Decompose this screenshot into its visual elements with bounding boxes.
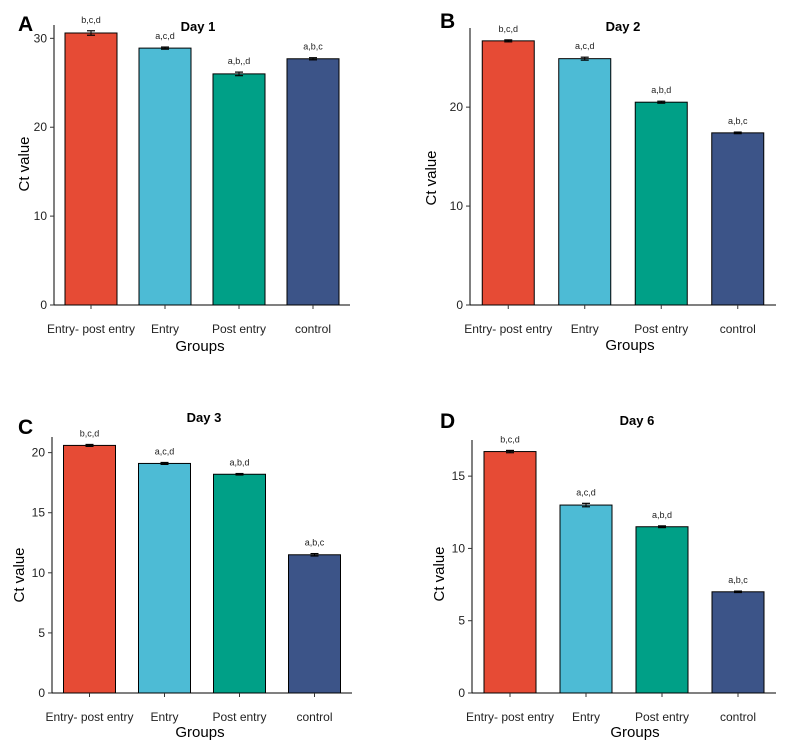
panel-a-y-tick-label: 0 <box>40 298 47 312</box>
panel-b-y-tick-label: 20 <box>450 100 464 114</box>
panel-c-y-tick-label: 5 <box>38 626 45 640</box>
panel-b-significance-label: a,c,d <box>575 41 595 51</box>
panel-b-x-tick-label: Post entry <box>634 322 688 336</box>
panel-b-bar-post-entry <box>634 101 688 306</box>
panel-b-x-tick-label: control <box>720 322 756 336</box>
panel-a-significance-label: b,c,d <box>81 15 101 25</box>
panel-a-bar-post-entry <box>212 73 266 306</box>
panel-d-bar-entry-post-entry <box>483 451 537 694</box>
panel-c-y-tick-label: 20 <box>32 446 46 460</box>
panel-d-bar-control <box>711 591 765 694</box>
panel-a-x-tick-label: Entry <box>151 322 179 336</box>
panel-b-significance-label: a,b,c <box>728 116 748 126</box>
panel-c-bar-control <box>288 554 341 694</box>
panel-b-significance-label: b,c,d <box>498 24 518 34</box>
panel-c-x-label: Groups <box>175 724 224 741</box>
panel-c-title: Day 3 <box>187 410 222 425</box>
panel-b-bar-control <box>711 132 765 306</box>
panel-c-bar-entry-post-entry <box>63 444 116 694</box>
panel-c-bar-post-entry <box>213 473 266 694</box>
panel-d-x-tick-label: Entry <box>572 710 600 724</box>
panel-a-significance-label: a,b,,d <box>228 56 251 66</box>
panel-c-x-tick-label: Entry- post entry <box>45 710 133 724</box>
panel-a-y-tick-label: 10 <box>34 209 48 223</box>
panel-a-bar-entry <box>138 47 192 306</box>
panel-d-bar-entry <box>559 504 613 694</box>
panel-b-significance-label: a,b,d <box>651 85 671 95</box>
panel-d-y-tick-label: 10 <box>452 541 466 555</box>
panel-c-letter: C <box>18 416 33 439</box>
panel-c-y-label: Ct value <box>11 547 28 602</box>
panel-d-y-tick-label: 5 <box>458 614 465 628</box>
panel-d-y-label: Ct value <box>431 546 448 601</box>
panel-d-significance-label: a,c,d <box>576 487 596 497</box>
panel-a-x-tick-label: control <box>295 322 331 336</box>
panel-c-significance-label: a,b,d <box>229 458 249 468</box>
panel-c-x-tick-label: Post entry <box>212 710 266 724</box>
panel-d-significance-label: a,b,d <box>652 510 672 520</box>
panel-c-y-tick-label: 10 <box>32 566 46 580</box>
panel-d-y-tick-label: 15 <box>452 469 466 483</box>
panel-c-y-tick-label: 15 <box>32 506 46 520</box>
panel-c-y-tick-label: 0 <box>38 686 45 700</box>
panel-b-y-tick-label: 10 <box>450 199 464 213</box>
panel-a-letter: A <box>18 13 33 36</box>
panel-d-bar-post-entry <box>635 526 689 694</box>
panel-d-letter: D <box>440 410 455 433</box>
panel-d-significance-label: a,b,c <box>728 575 748 585</box>
panel-a-bar-control <box>286 58 340 306</box>
panel-d-x-tick-label: Entry- post entry <box>466 710 554 724</box>
panel-a-x-tick-label: Post entry <box>212 322 266 336</box>
panel-d-y-tick-label: 0 <box>458 686 465 700</box>
panel-c-x-tick-label: Entry <box>150 710 178 724</box>
panel-a-x-label: Groups <box>175 338 224 355</box>
panel-b-title: Day 2 <box>606 19 641 34</box>
panel-b-bar-entry <box>558 58 612 306</box>
panel-b-letter: B <box>440 10 455 33</box>
panel-b-x-label: Groups <box>605 337 654 354</box>
panel-a-significance-label: a,b,c <box>303 42 323 52</box>
panel-d-significance-label: b,c,d <box>500 434 520 444</box>
panel-a-bar-entry-post-entry <box>64 32 118 306</box>
panel-b-y-tick-label: 0 <box>456 298 463 312</box>
panel-d-x-tick-label: Post entry <box>635 710 689 724</box>
panel-c-significance-label: a,b,c <box>305 538 325 548</box>
panel-c-bar-entry <box>138 462 191 694</box>
panel-a-x-tick-label: Entry- post entry <box>47 322 135 336</box>
panel-b-x-tick-label: Entry <box>571 322 599 336</box>
panel-c-significance-label: a,c,d <box>155 446 175 456</box>
panel-b-y-label: Ct value <box>423 150 440 205</box>
panel-b-x-tick-label: Entry- post entry <box>464 322 552 336</box>
panel-d-title: Day 6 <box>620 413 655 428</box>
panel-c-x-tick-label: control <box>296 710 332 724</box>
panel-b-bar-entry-post-entry <box>481 40 535 306</box>
panel-d-x-label: Groups <box>610 724 659 741</box>
panel-c-significance-label: b,c,d <box>80 428 100 438</box>
panel-a-y-tick-label: 20 <box>34 120 48 134</box>
panel-d-x-tick-label: control <box>720 710 756 724</box>
panel-a-y-tick-label: 30 <box>34 31 48 45</box>
panel-a-title: Day 1 <box>181 19 216 34</box>
panel-a-y-label: Ct value <box>16 136 33 191</box>
panel-a-significance-label: a,c,d <box>155 31 175 41</box>
